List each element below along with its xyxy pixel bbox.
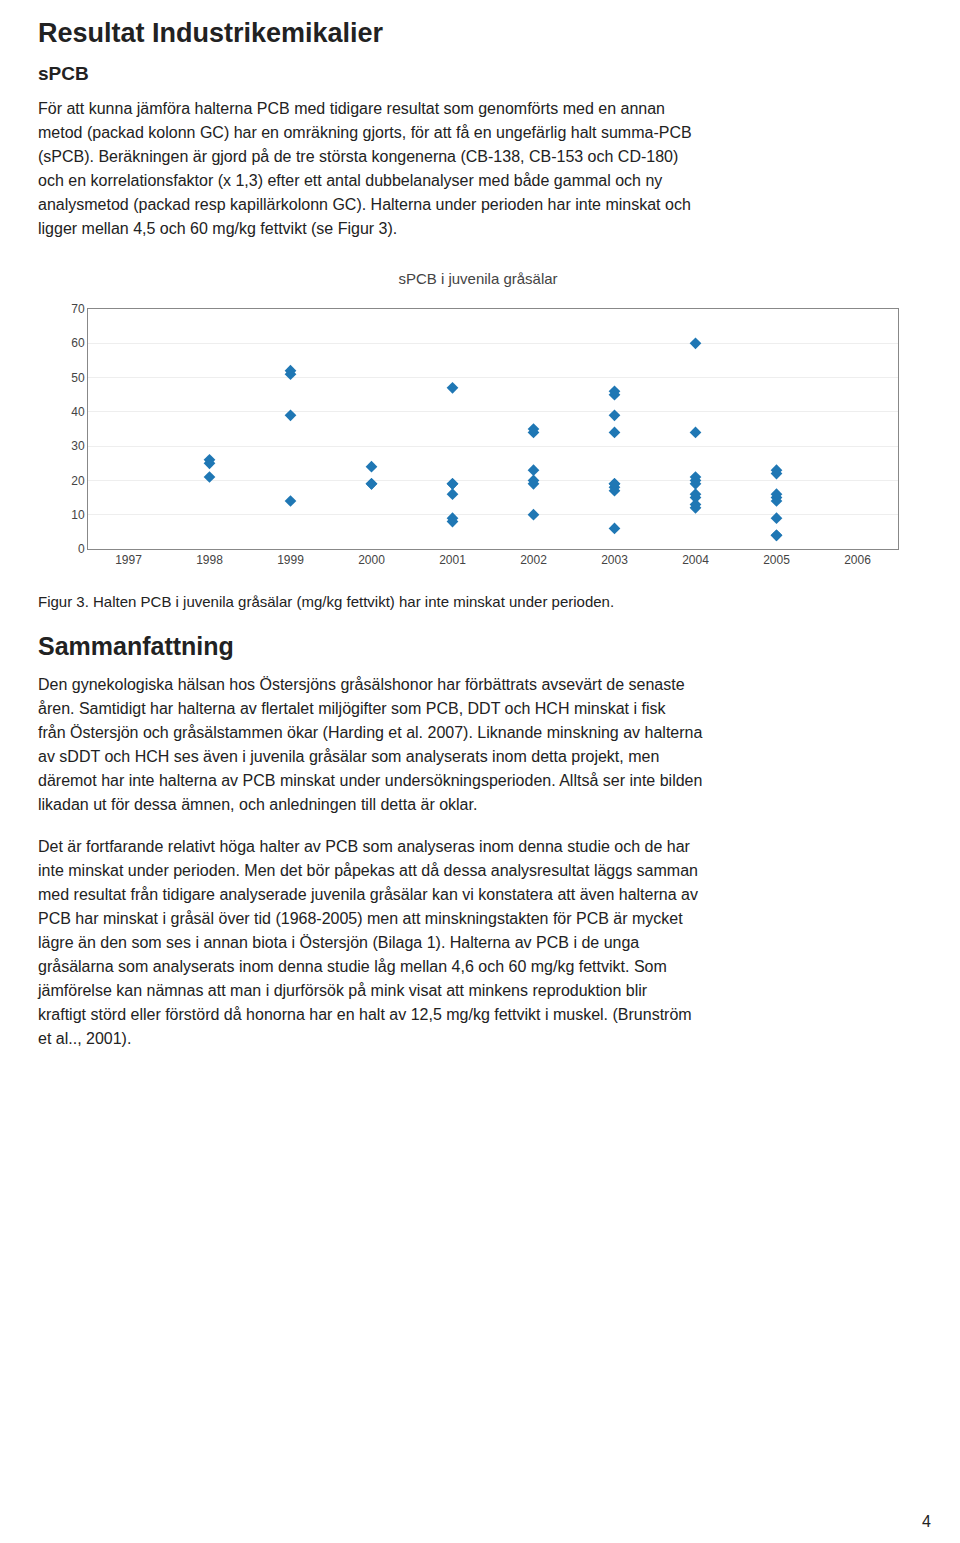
html-text:inte minskat under perioden. M: inte minskat under perioden. Men det bör…: [38, 862, 698, 879]
svg-text:1999: 1999: [277, 553, 304, 567]
svg-text:1998: 1998: [196, 553, 223, 567]
svg-text:2004: 2004: [682, 553, 709, 567]
html-text:likadan ut för dessa ämnen, oc: likadan ut för dessa ämnen, och anlednin…: [38, 796, 478, 813]
svg-text:2005: 2005: [763, 553, 790, 567]
html-text:av sDDT och HCH ses även i juv: av sDDT och HCH ses även i juvenila grås…: [38, 748, 660, 765]
html-text:gråsälarna som analyserats ino: gråsälarna som analyserats inom denna st…: [38, 958, 667, 975]
html-text:kraftigt störd eller förstörd: kraftigt störd eller förstörd då honorna…: [38, 1006, 692, 1023]
html-text:Resultat Industrikemikalier: Resultat Industrikemikalier: [38, 18, 384, 48]
html-text:Figur 3. Halten PCB i juvenila: Figur 3. Halten PCB i juvenila gråsälar …: [38, 593, 615, 610]
html-text:sPCB: sPCB: [38, 63, 89, 84]
svg-text:60: 60: [71, 336, 85, 350]
html-text:ligger mellan 4,5 och 60 mg/kg: ligger mellan 4,5 och 60 mg/kg fettvikt …: [38, 220, 398, 237]
html-text:analysmetod (packad resp kapil: analysmetod (packad resp kapillärkolonn …: [38, 196, 691, 213]
svg-text:2002: 2002: [520, 553, 547, 567]
html-text:åren. Samtidigt har halterna a: åren. Samtidigt har halterna av flertale…: [38, 700, 666, 717]
svg-text:2001: 2001: [439, 553, 466, 567]
svg-text:1997: 1997: [115, 553, 142, 567]
svg-text:2000: 2000: [358, 553, 385, 567]
html-text:jämförelse kan nämnas att man: jämförelse kan nämnas att man i djurförs…: [38, 982, 648, 999]
html-text:lägre än den som ses i annan b: lägre än den som ses i annan biota i Öst…: [38, 934, 640, 951]
html-text:från Östersjön och gråsälstamm: från Östersjön och gråsälstammen ökar (H…: [38, 724, 703, 741]
html-text:och en korrelationsfaktor (x 1: och en korrelationsfaktor (x 1,3) efter …: [38, 172, 663, 189]
html-text:PCB har minskat i gråsäl över: PCB har minskat i gråsäl över tid (1968-…: [38, 910, 683, 927]
html-text:(sPCB). Beräkningen är gjord p: (sPCB). Beräkningen är gjord på de tre s…: [38, 148, 679, 165]
svg-text:70: 70: [71, 302, 85, 316]
svg-text:50: 50: [71, 371, 85, 385]
html-text:Sammanfattning: Sammanfattning: [38, 632, 234, 660]
svg-text:2003: 2003: [601, 553, 628, 567]
html-text:med resultat från tidigare ana: med resultat från tidigare analyserade j…: [38, 886, 698, 903]
svg-text:10: 10: [71, 508, 85, 522]
svg-text:20: 20: [71, 474, 85, 488]
html-text:Den gynekologiska hälsan hos Ö: Den gynekologiska hälsan hos Östersjöns …: [38, 676, 685, 693]
svg-text:sPCB i juvenila gråsälar: sPCB i juvenila gråsälar: [398, 270, 557, 287]
html-text:däremot har inte halterna av P: däremot har inte halterna av PCB minskat…: [38, 772, 703, 789]
html-text:4: 4: [922, 1513, 931, 1530]
svg-text:0: 0: [78, 542, 85, 556]
svg-text:2006: 2006: [844, 553, 871, 567]
html-text:Det är fortfarande relativt hö: Det är fortfarande relativt höga halter …: [38, 838, 690, 855]
html-text:et al.., 2001).: et al.., 2001).: [38, 1030, 132, 1047]
svg-text:40: 40: [71, 405, 85, 419]
html-text:För att kunna jämföra halterna: För att kunna jämföra halterna PCB med t…: [38, 100, 665, 117]
svg-text:30: 30: [71, 439, 85, 453]
html-text:metod (packad kolonn GC) har e: metod (packad kolonn GC) har en omräknin…: [38, 124, 692, 141]
